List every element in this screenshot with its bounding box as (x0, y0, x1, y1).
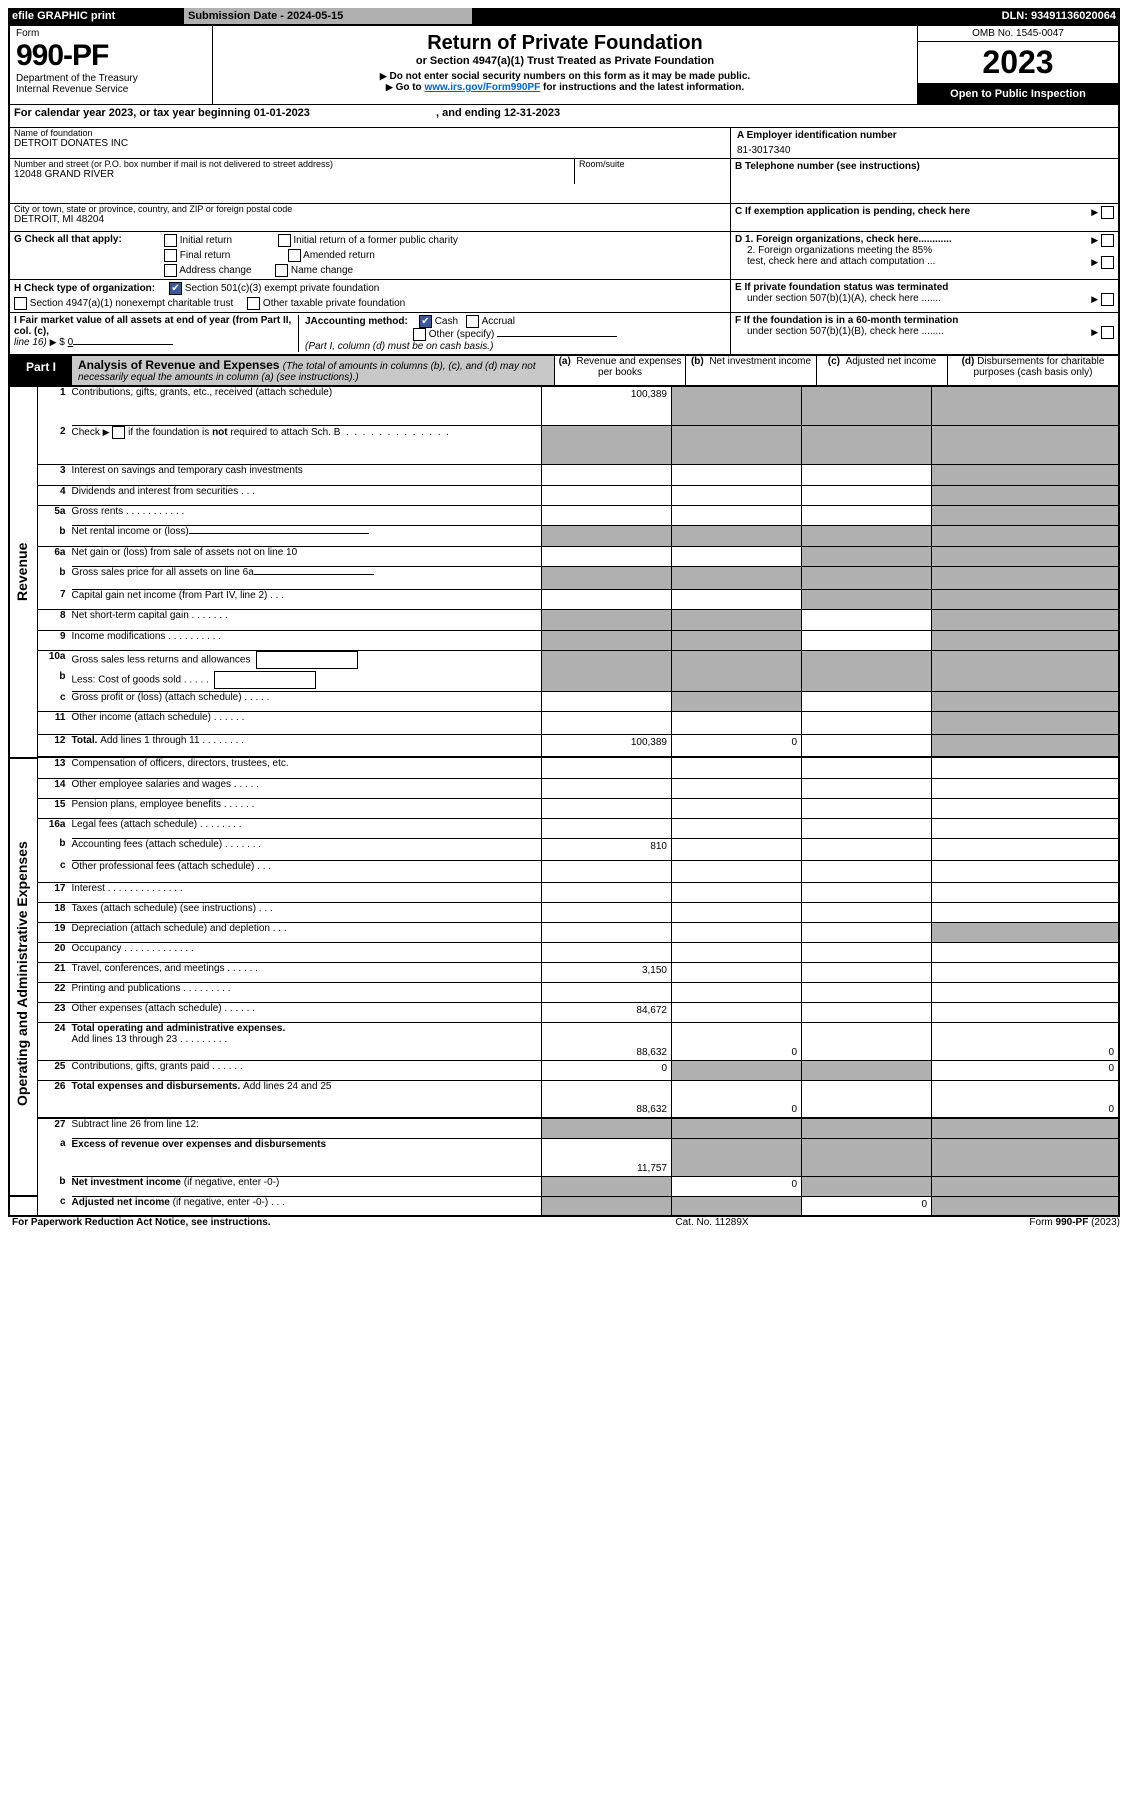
check-final[interactable] (164, 249, 177, 262)
check-other-tax[interactable] (247, 297, 260, 310)
check-e[interactable] (1101, 293, 1114, 306)
street-address: 12048 GRAND RIVER (14, 169, 574, 180)
check-initial-former[interactable] (278, 234, 291, 247)
irs: Internal Revenue Service (16, 84, 206, 95)
part1-body: Revenue 1Contributions, gifts, grants, e… (8, 387, 1120, 1217)
check-cash[interactable] (419, 315, 432, 328)
efile-label[interactable]: efile GRAPHIC print (8, 8, 176, 24)
form-word: Form (16, 28, 206, 39)
form-subtitle: or Section 4947(a)(1) Trust Treated as P… (213, 55, 917, 67)
check-c[interactable] (1101, 206, 1114, 219)
omb: OMB No. 1545-0047 (918, 26, 1118, 42)
expenses-label: Operating and Administrative Expenses (10, 759, 34, 1189)
city-state-zip: DETROIT, MI 48204 (14, 214, 730, 225)
tax-year: 2023 (918, 42, 1118, 84)
dept: Department of the Treasury (16, 73, 206, 84)
check-amended[interactable] (288, 249, 301, 262)
check-d1[interactable] (1101, 234, 1114, 247)
check-accrual[interactable] (466, 315, 479, 328)
part1-header: Part I Analysis of Revenue and Expenses … (8, 356, 1120, 387)
check-f[interactable] (1101, 326, 1114, 339)
submission-date: Submission Date - 2024-05-15 (184, 8, 472, 24)
identity-block: Name of foundation DETROIT DONATES INC A… (8, 128, 1120, 356)
form-title: Return of Private Foundation (213, 32, 917, 55)
topbar: efile GRAPHIC print Submission Date - 20… (8, 8, 1120, 24)
revenue-label: Revenue (10, 387, 34, 757)
check-name[interactable] (275, 264, 288, 277)
dln: DLN: 93491136020064 (872, 8, 1120, 24)
1a: 100,389 (542, 387, 672, 426)
foundation-name: DETROIT DONATES INC (10, 138, 730, 149)
check-4947[interactable] (14, 297, 27, 310)
page-footer: For Paperwork Reduction Act Notice, see … (8, 1217, 1120, 1228)
form-header: Form 990-PF Department of the Treasury I… (8, 24, 1120, 104)
check-other-method[interactable] (413, 328, 426, 341)
ein: 81-3017340 (737, 145, 1112, 156)
check-501c3[interactable] (169, 282, 182, 295)
fmv-value: 0 (68, 337, 74, 348)
check-initial[interactable] (164, 234, 177, 247)
form-number: 990-PF (16, 39, 206, 73)
check-schB[interactable] (112, 426, 125, 439)
period-row: For calendar year 2023, or tax year begi… (8, 104, 1120, 128)
check-address[interactable] (164, 264, 177, 277)
open-inspection: Open to Public Inspection (918, 84, 1118, 104)
irs-link[interactable]: www.irs.gov/Form990PF (424, 82, 540, 93)
check-d2[interactable] (1101, 256, 1114, 269)
